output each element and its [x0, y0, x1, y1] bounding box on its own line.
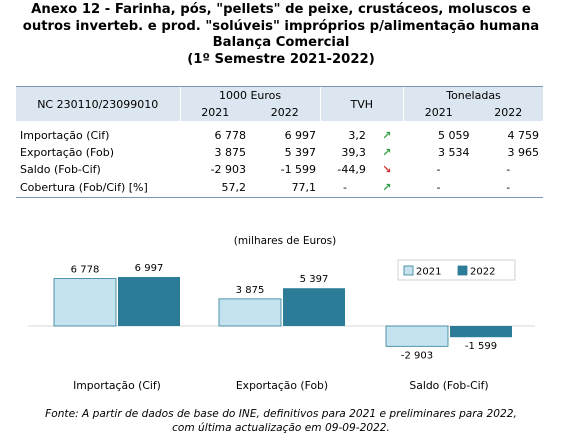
- legend-label: 2021: [416, 267, 441, 278]
- cell-value: 6 778: [214, 129, 247, 142]
- year-header: 2022: [250, 104, 321, 121]
- bar-2022: [450, 326, 512, 338]
- row-label: Saldo (Fob-Cif): [20, 163, 101, 176]
- tvh-value: -: [320, 178, 370, 198]
- cell-value: -1 599: [280, 163, 317, 176]
- trade-balance-table: NC 230110/23099010 1000 Euros TVH Tonela…: [16, 86, 543, 198]
- table-row: Cobertura (Fob/Cif) [%] 57,2 77,1 - ↗ - …: [16, 178, 543, 198]
- chart-title: (milhares de Euros): [234, 235, 336, 247]
- cell-value: 3 965: [507, 146, 540, 159]
- cell-value: -: [506, 163, 511, 176]
- category-label: Importação (Cif): [73, 379, 161, 392]
- trend-up-icon: ↗: [382, 129, 392, 142]
- cell-value: -: [473, 178, 543, 198]
- cell-value: -: [436, 163, 441, 176]
- cell-value: 5 059: [437, 129, 470, 142]
- cell-value: 3 534: [437, 146, 470, 159]
- row-label: Exportação (Fob): [20, 146, 114, 159]
- bar-2021: [385, 325, 449, 347]
- year-header: 2021: [403, 104, 474, 121]
- data-label: -1 599: [465, 341, 497, 352]
- title-line-3: Balança Comercial: [212, 35, 350, 50]
- trend-down-icon: ↘: [382, 163, 392, 176]
- legend-swatch-2021: [403, 265, 414, 276]
- bar-2022: [283, 288, 345, 326]
- data-label: -2 903: [401, 350, 433, 361]
- legend-box: [397, 259, 516, 281]
- source-note: Fonte: A partir de dados de base do INE,…: [0, 407, 562, 435]
- cell-value: -: [403, 178, 474, 198]
- legend-swatch-2022: [457, 265, 468, 276]
- cell-value: -2 903: [210, 163, 247, 176]
- table-row: Saldo (Fob-Cif) -2 903 -1 599 -44,9 ↘ - …: [16, 161, 543, 178]
- title-line-2: outros inverteb. e prod. "solúveis" impr…: [22, 18, 540, 34]
- source-line-1: Fonte: A partir de dados de base do INE,…: [45, 408, 517, 420]
- report-title: Anexo 12 - Farinha, pós, "pellets" de pe…: [0, 2, 562, 68]
- trade-bar-chart: (milhares de Euros) 6 778 6 997 Importação …: [28, 235, 535, 392]
- table-row: Importação (Cif) 6 778 6 997 3,2 ↗ 5 059…: [16, 127, 543, 144]
- cell-value: 6 997: [284, 129, 317, 142]
- cell-value: 57,2: [180, 178, 251, 198]
- title-line-1: Anexo 12 - Farinha, pós, "pellets" de pe…: [31, 2, 531, 17]
- legend-label: 2022: [470, 267, 495, 278]
- tvh-value: 39,3: [341, 146, 366, 159]
- data-label: 5 397: [300, 274, 329, 285]
- category-label: Saldo (Fob-Cif): [409, 379, 488, 392]
- tvh-value: 3,2: [348, 129, 366, 142]
- nc-code-header: NC 230110/23099010: [16, 86, 180, 121]
- cell-value: 3 875: [214, 146, 247, 159]
- cell-value: 5 397: [284, 146, 317, 159]
- data-label: 6 778: [71, 265, 100, 276]
- tons-group-header: Toneladas: [403, 86, 543, 104]
- data-label: 6 997: [135, 263, 164, 274]
- bar-2021: [218, 298, 282, 327]
- tvh-header: TVH: [319, 86, 404, 121]
- data-label: 3 875: [236, 285, 265, 296]
- table-row: Exportação (Fob) 3 875 5 397 39,3 ↗ 3 53…: [16, 144, 543, 161]
- cell-value: 77,1: [250, 178, 321, 198]
- trend-up-icon: ↗: [382, 146, 392, 159]
- euros-group-header: 1000 Euros: [179, 86, 321, 104]
- year-header: 2021: [179, 104, 251, 121]
- row-label: Importação (Cif): [20, 129, 110, 142]
- row-label: Cobertura (Fob/Cif) [%]: [16, 178, 180, 198]
- bar-2021: [53, 278, 117, 327]
- title-line-4: (1º Semestre 2021-2022): [187, 51, 375, 67]
- trend-up-icon: ↗: [369, 178, 404, 198]
- source-line-2: com última actualização em 09-09-2022.: [172, 422, 390, 434]
- year-header: 2022: [473, 104, 543, 121]
- category-label: Exportação (Fob): [236, 379, 328, 392]
- bar-2022: [118, 277, 180, 326]
- cell-value: 4 759: [507, 129, 540, 142]
- tvh-value: -44,9: [337, 163, 366, 176]
